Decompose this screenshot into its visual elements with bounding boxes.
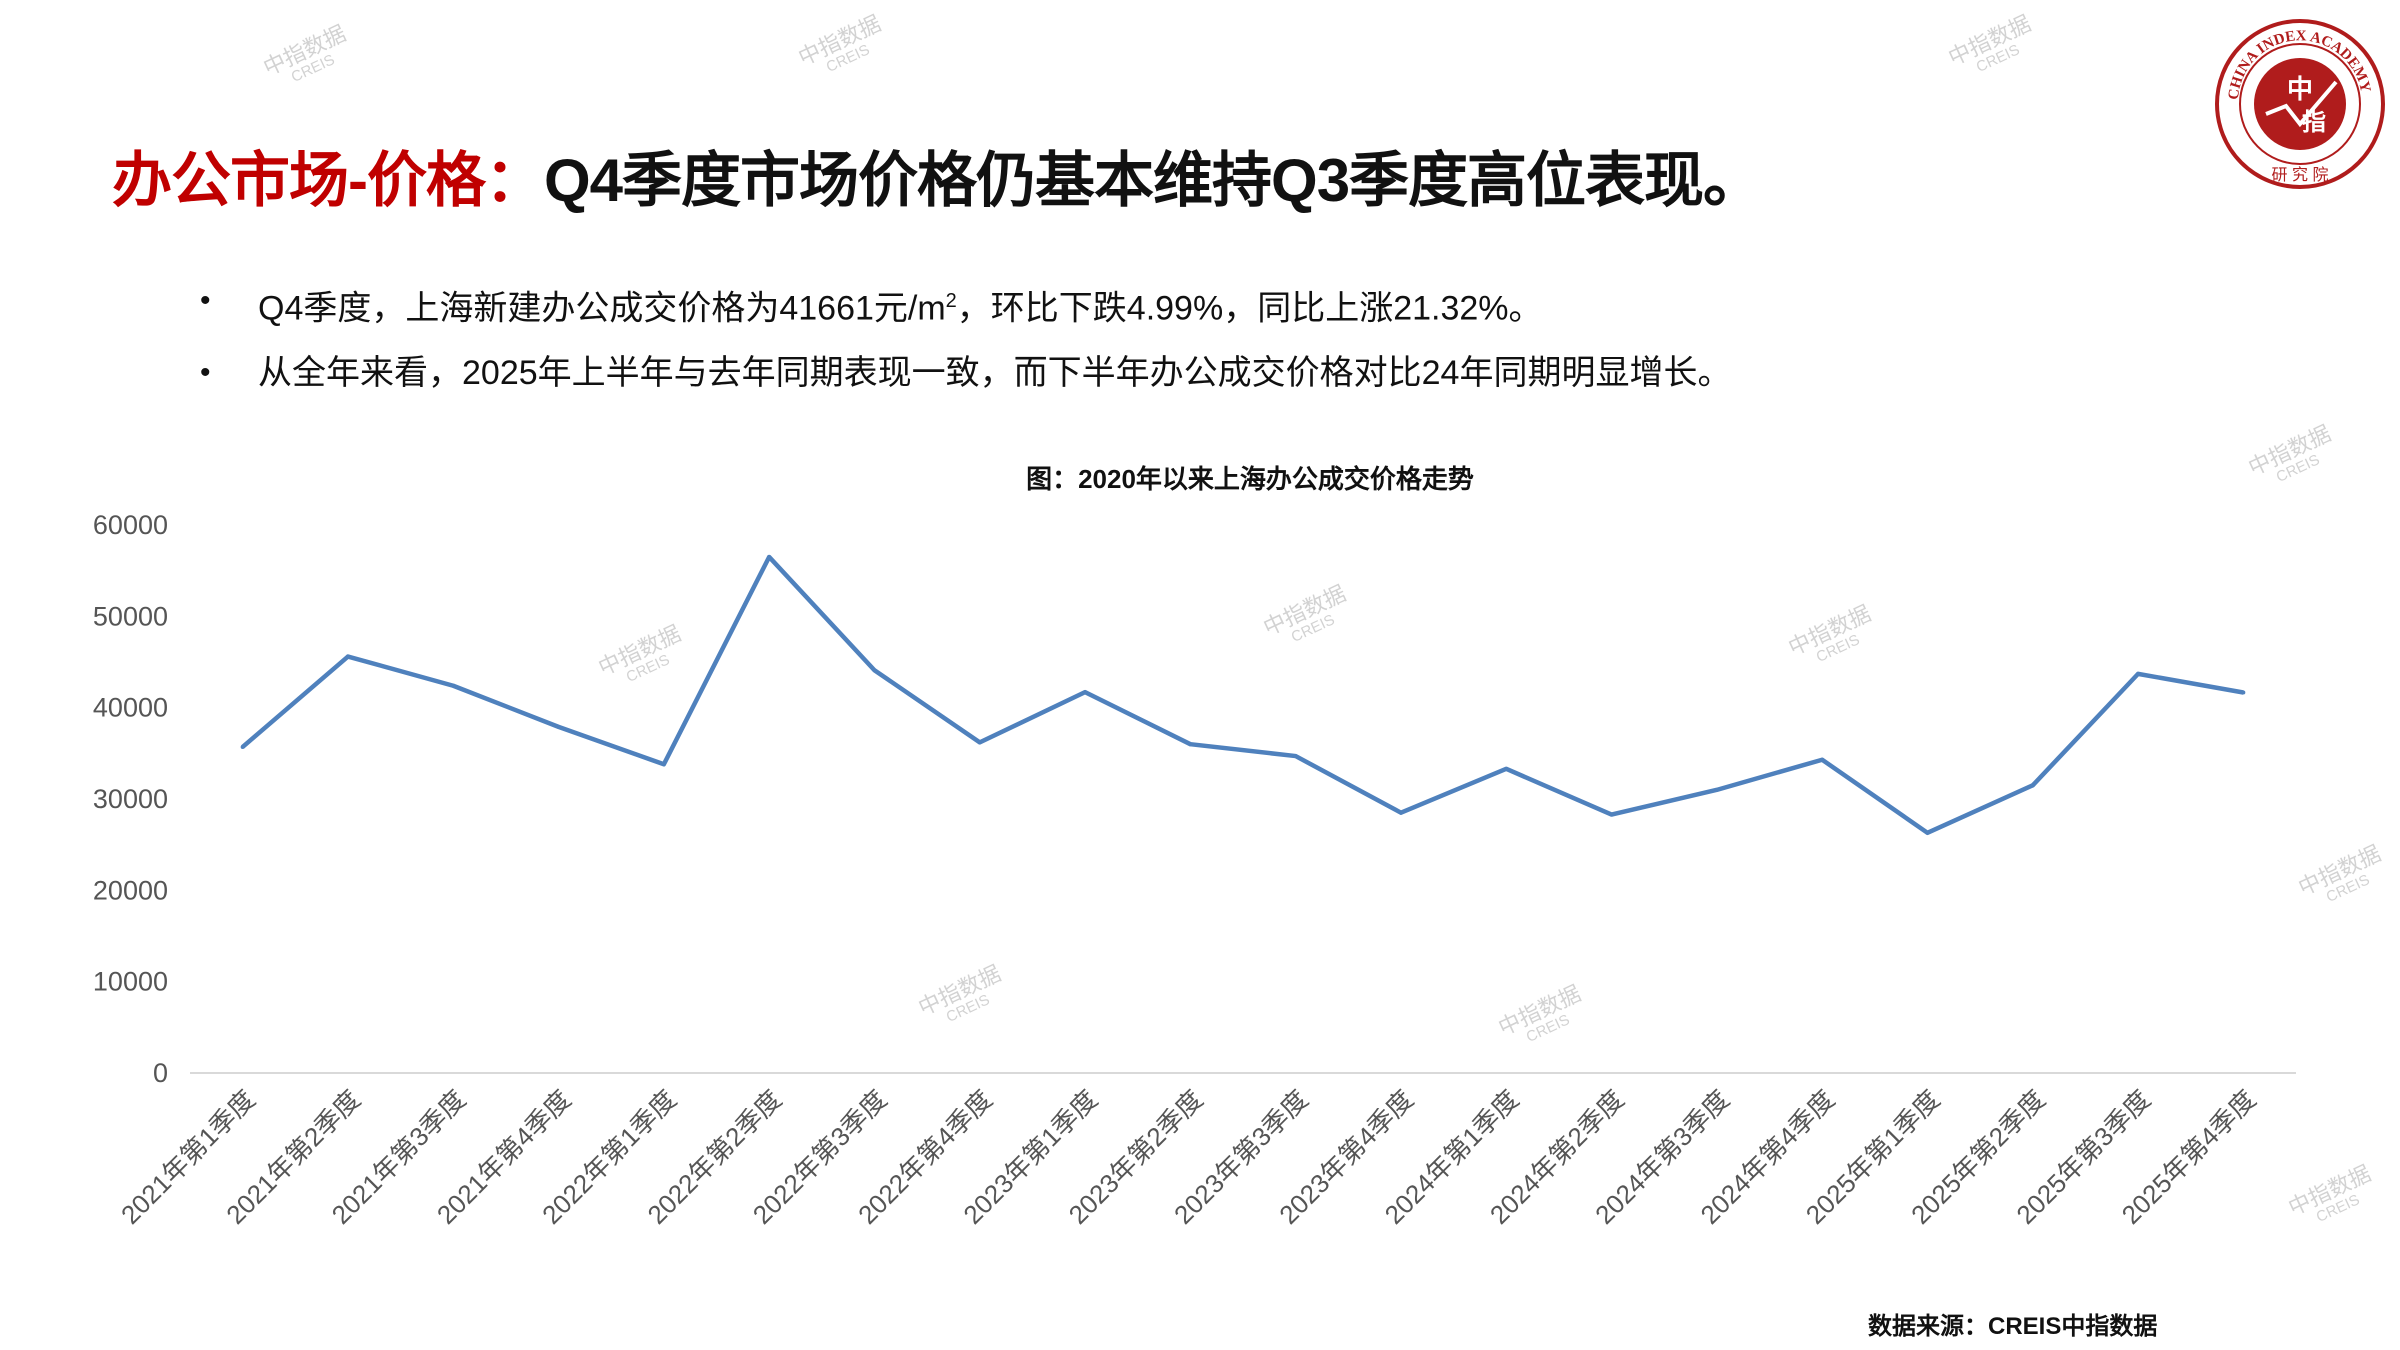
watermark: 中指数据 CREIS — [794, 11, 893, 86]
data-source: 数据来源：CREIS中指数据 — [1868, 1313, 2158, 1340]
data-point — [345, 654, 350, 659]
y-tick-label: 60000 — [93, 510, 168, 540]
y-tick-label: 50000 — [93, 601, 168, 631]
data-point — [1714, 787, 1719, 792]
data-point — [872, 668, 877, 673]
data-point — [1820, 757, 1825, 762]
bullet-sup: 2 — [945, 290, 957, 312]
data-point — [767, 554, 772, 559]
title-main: Q4季度市场价格仍基本维持Q3季度高位表现。 — [543, 147, 1763, 214]
y-tick-label: 20000 — [93, 875, 168, 905]
page-title: 办公市场-价格：Q4季度市场价格仍基本维持Q3季度高位表现。 — [112, 132, 1763, 219]
series-line — [241, 554, 2244, 836]
y-tick-label: 30000 — [93, 784, 168, 814]
data-point — [1925, 830, 1930, 835]
bullet-item: 从全年来看，2025年上半年与去年同期表现一致，而下半年办公成交价格对比24年同… — [200, 347, 1731, 419]
data-point — [1398, 810, 1403, 815]
bullet-list: Q4季度，上海新建办公成交价格为41661元/m2，环比下跌4.99%，同比上涨… — [200, 275, 1731, 419]
data-point — [1609, 812, 1614, 817]
bullet-item: Q4季度，上海新建办公成交价格为41661元/m2，环比下跌4.99%，同比上涨… — [200, 275, 1731, 347]
data-point — [977, 740, 982, 745]
data-point — [1504, 766, 1509, 771]
data-point — [2030, 783, 2035, 788]
title-prefix: 办公市场-价格： — [112, 147, 545, 214]
data-point — [661, 762, 666, 767]
bullet-text: Q4季度，上海新建办公成交价格为41661元/m — [258, 289, 946, 328]
data-point — [556, 724, 561, 729]
y-tick-label: 10000 — [93, 967, 168, 997]
data-point — [1083, 690, 1088, 695]
data-point — [1188, 742, 1193, 747]
data-point — [1293, 754, 1298, 759]
svg-text:中: 中 — [2287, 74, 2313, 104]
chart-title: 图：2020年以来上海办公成交价格走势 — [1026, 464, 1474, 494]
line-chart: 图：2020年以来上海办公成交价格走势 0 10000 20000 30000 40000… — [93, 464, 2296, 1230]
data-point — [2136, 671, 2141, 676]
svg-text:指: 指 — [2302, 109, 2326, 136]
watermark: 中指数据 CREIS — [1944, 11, 2043, 86]
y-tick-label: 40000 — [93, 693, 168, 723]
data-point — [2241, 690, 2246, 695]
svg-text:研 究 院: 研 究 院 — [2272, 166, 2329, 184]
watermark: 中指数据 CREIS — [259, 21, 358, 96]
bullet-text: ，环比下跌4.99%，同比上涨21.32%。 — [956, 289, 1543, 328]
bullet-text: 从全年来看，2025年上半年与去年同期表现一致，而下半年办公成交价格对比24年同… — [258, 354, 1732, 392]
data-point — [451, 683, 456, 688]
china-index-academy-logo: CHINA INDEX ACADEMY 中 指 研 究 院 — [2215, 19, 2385, 189]
data-point — [240, 744, 245, 749]
y-tick-label: 0 — [153, 1058, 168, 1088]
